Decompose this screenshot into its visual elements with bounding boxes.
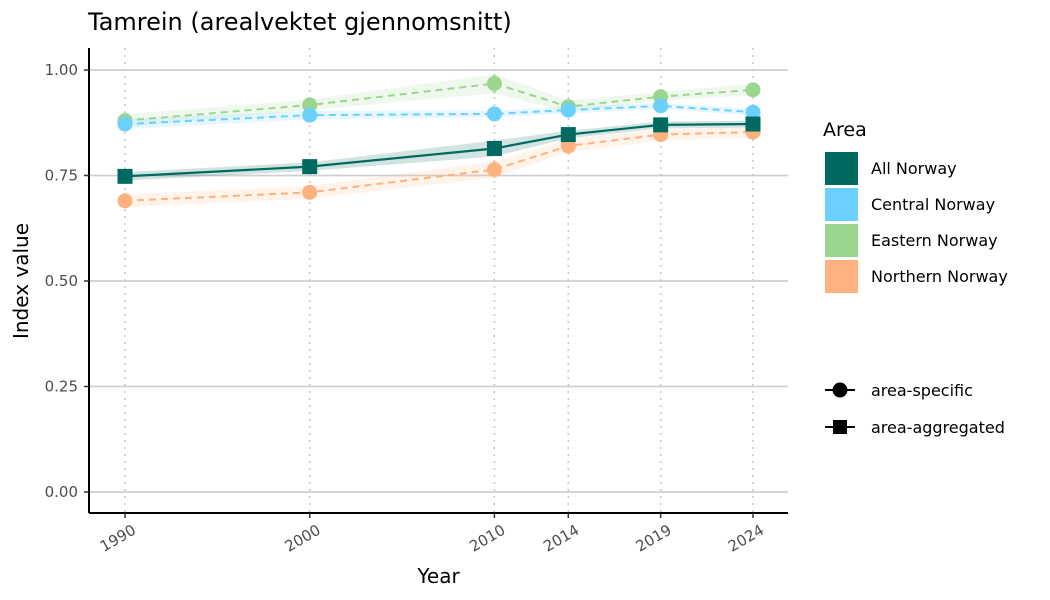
point-all-norway: [745, 116, 761, 132]
point-all-norway: [302, 159, 318, 175]
band-northern-norway: [125, 126, 753, 208]
y-axis-title: Index value: [9, 223, 33, 339]
band-all-norway: [125, 120, 753, 181]
point-central-norway: [302, 107, 318, 123]
legend-label-eastern-norway: Eastern Norway: [871, 231, 998, 250]
point-central-norway: [653, 98, 669, 114]
legend-swatch-central-norway: [825, 188, 858, 221]
legend-area: All Norway Central Norway Eastern Norway No…: [825, 152, 1008, 293]
point-central-norway: [117, 116, 133, 132]
point-eastern-norway: [486, 76, 502, 92]
y-tick-label: 0.75: [45, 167, 78, 185]
point-all-norway: [117, 168, 133, 184]
line-northern-norway: [124, 131, 754, 202]
x-axis-title: Year: [416, 564, 460, 588]
y-tick-label: 0.00: [45, 483, 78, 501]
legend-label-area-aggregated: area-aggregated: [871, 418, 1005, 437]
y-tick-label: 0.25: [45, 378, 78, 396]
series-lines: [124, 82, 754, 202]
y-tick-label: 1.00: [45, 61, 78, 79]
legend-key-circle: [832, 382, 848, 398]
point-central-norway: [560, 102, 576, 118]
point-northern-norway: [117, 193, 133, 209]
series-markers: [117, 74, 761, 209]
y-tick-label: 0.50: [45, 272, 78, 290]
point-central-norway: [486, 106, 502, 122]
legend-swatch-all-norway: [825, 152, 858, 185]
point-northern-norway: [486, 162, 502, 178]
line-all-norway: [124, 122, 754, 178]
point-all-norway: [653, 117, 669, 133]
legend-label-area-specific: area-specific: [871, 381, 973, 400]
legend-swatch-northern-norway: [825, 260, 858, 293]
chart-title: Tamrein (arealvektet gjennomsnitt): [87, 8, 512, 36]
point-eastern-norway: [745, 82, 761, 98]
legend-label-all-norway: All Norway: [871, 159, 957, 178]
legend-key-square: [833, 420, 847, 434]
line-eastern-norway: [124, 82, 754, 122]
grid-lines: [89, 48, 788, 513]
legend-shape: area-specific area-aggregated: [825, 381, 1005, 437]
legend-swatch-eastern-norway: [825, 224, 858, 257]
point-northern-norway: [560, 138, 576, 154]
legend-label-northern-norway: Northern Norway: [871, 267, 1008, 286]
legend-label-central-norway: Central Norway: [871, 195, 995, 214]
legend-area-title: Area: [823, 119, 867, 141]
axes: [84, 48, 788, 518]
point-all-norway: [486, 140, 502, 156]
point-central-norway: [745, 104, 761, 120]
point-all-norway: [560, 127, 576, 143]
point-northern-norway: [302, 184, 318, 200]
